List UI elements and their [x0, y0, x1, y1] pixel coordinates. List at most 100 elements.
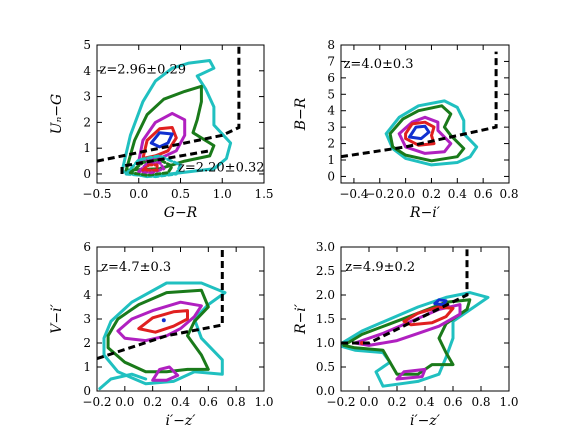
- y-tick-label: 0: [83, 167, 91, 181]
- y-tick-label: 1: [327, 153, 335, 167]
- contour-cyan: [120, 59, 233, 179]
- y-tick-label: 5: [327, 87, 335, 101]
- x-axis-label: G−R: [164, 205, 198, 221]
- y-tick-label: 3: [327, 120, 335, 134]
- contour-green: [106, 288, 210, 374]
- contour-magenta: [116, 300, 203, 343]
- plot-area: [97, 249, 227, 391]
- y-tick-label: 4: [83, 64, 91, 78]
- contour-red: [404, 120, 436, 147]
- contour-blue: [433, 298, 448, 307]
- x-tick-label: 0.0: [115, 395, 134, 409]
- selection-boundary: [341, 249, 469, 345]
- x-tick-label: 0.8: [471, 395, 490, 409]
- y-axis-label: B−R: [293, 97, 309, 131]
- x-tick-label: 0.4: [448, 187, 467, 201]
- y-tick-label: 2.0: [316, 288, 335, 302]
- y-tick-label: 0: [327, 169, 335, 183]
- x-tick-label: 0.5: [171, 187, 190, 201]
- y-tick-label: 2.5: [316, 264, 335, 278]
- x-tick-label: 0.2: [387, 395, 406, 409]
- axes-frame: [340, 44, 510, 184]
- y-tick-label: 5: [83, 38, 91, 52]
- x-tick-label: −0.2: [365, 187, 394, 201]
- x-tick-label: 0.8: [499, 187, 518, 201]
- plot-area: [341, 249, 490, 388]
- x-tick-label: 1.0: [254, 395, 273, 409]
- y-tick-label: 2: [327, 137, 335, 151]
- y-tick-label: 2: [83, 336, 91, 350]
- y-tick-label: 2: [83, 115, 91, 129]
- contour-magenta-small: [395, 367, 427, 381]
- x-tick-label: 0.6: [474, 187, 493, 201]
- x-tick-label: 0.6: [443, 395, 462, 409]
- x-tick-label: −0.5: [82, 187, 111, 201]
- x-axis-label: i′−z′: [166, 413, 197, 429]
- x-tick-label: 0.2: [143, 395, 162, 409]
- x-tick-label: −0.4: [339, 187, 369, 201]
- contour-green: [388, 104, 466, 163]
- y-tick-label: 0.0: [316, 384, 335, 398]
- x-axis-label: R−i′: [409, 205, 441, 221]
- panel-p1: −0.5 0.0 0.5 1.0 1.5 0 1 2 3 4 5 G−R Uₙ−G z=2.96±0.29…: [49, 38, 274, 221]
- x-tick-label: 0.8: [227, 395, 246, 409]
- y-tick-label: 3: [83, 312, 91, 326]
- contour-cyan: [384, 99, 479, 167]
- selection-boundary: [341, 51, 498, 159]
- y-tick-label: 3: [83, 90, 91, 104]
- y-axis-label: R−i′: [293, 303, 309, 335]
- x-tick-label: 0.6: [199, 395, 218, 409]
- x-tick-label: 0.0: [129, 187, 148, 201]
- x-tick-label: 0.0: [359, 395, 378, 409]
- y-tick-label: 1.0: [316, 336, 335, 350]
- contour-green: [124, 84, 216, 172]
- y-tick-label: 1: [83, 141, 91, 155]
- y-tick-label: 4: [327, 104, 335, 118]
- x-tick-label: 0.4: [171, 395, 190, 409]
- plot-area: [341, 51, 498, 167]
- contour-magenta: [137, 111, 187, 163]
- y-tick-label: 4: [83, 288, 91, 302]
- selection-boundary: [97, 249, 224, 361]
- plot-area: [97, 45, 241, 179]
- contour-cyan-dashed: [124, 154, 182, 179]
- y-tick-label: 0: [83, 384, 91, 398]
- x-tick-label: 1.5: [254, 187, 273, 201]
- y-tick-label: 6: [83, 240, 91, 254]
- redshift-annotation: z=2.20±0.32: [178, 160, 265, 175]
- y-tick-label: 3.0: [316, 240, 335, 254]
- x-tick-label: 0.4: [415, 395, 434, 409]
- y-axis-label: Uₙ−G: [49, 94, 65, 134]
- panel-p3: −0.2 0.0 0.2 0.4 0.6 0.8 1.0 0 1 2 3 4 5 6 i′−z′ V−i′ z=…: [49, 240, 274, 429]
- contour-blue: [149, 131, 174, 149]
- data-point: [161, 318, 166, 323]
- contour-red: [402, 305, 455, 327]
- contour-green-dashed: [128, 158, 174, 177]
- contour-red: [137, 309, 189, 334]
- redshift-annotation: z=4.7±0.3: [101, 260, 171, 275]
- contour-magenta: [353, 303, 462, 347]
- redshift-annotation: z=2.96±0.29: [100, 62, 187, 77]
- y-tick-label: 8: [327, 38, 335, 52]
- redshift-annotation: z=4.9±0.2: [345, 260, 415, 275]
- y-tick-label: 7: [327, 54, 335, 68]
- x-tick-label: −0.2: [82, 395, 111, 409]
- y-tick-label: 5: [83, 264, 91, 278]
- x-tick-label: 1.0: [499, 395, 518, 409]
- contour-blue: [408, 124, 431, 141]
- y-tick-label: 6: [327, 71, 335, 85]
- x-tick-label: 0.2: [422, 187, 441, 201]
- contour-magenta-small: [151, 365, 180, 382]
- selection2-boundary: [120, 149, 210, 174]
- y-axis-label: V−i′: [49, 303, 65, 333]
- selection-boundary: [97, 45, 241, 163]
- contour-cyan: [102, 281, 227, 386]
- x-tick-label: 0.0: [396, 187, 415, 201]
- contour-magenta-dashed: [137, 160, 166, 175]
- y-tick-label: 1: [83, 360, 91, 374]
- contour-red-dashed: [141, 163, 159, 172]
- y-tick-label: 0.5: [316, 360, 335, 374]
- x-axis-label: i′−z′: [410, 413, 441, 429]
- panel-p4: −0.2 0.0 0.2 0.4 0.6 0.8 1.00.00.51.01.52.02.5…: [293, 240, 519, 429]
